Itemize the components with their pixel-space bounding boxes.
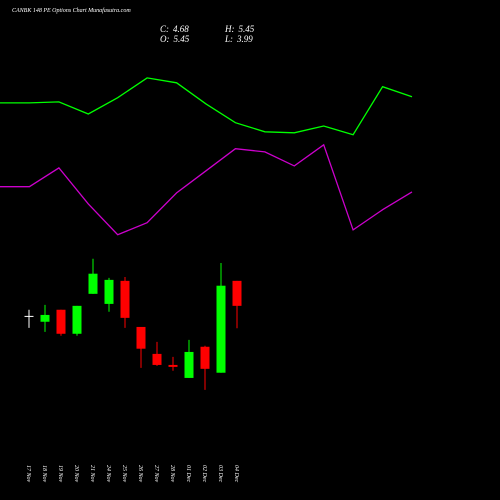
x-tick-label: 01 Dec (185, 465, 191, 482)
readout: L: 3.99 (224, 34, 253, 44)
indicator-line (0, 77, 413, 136)
x-tick-label: 04 Dec (233, 465, 240, 482)
candle-body (216, 285, 226, 373)
candle-body (24, 315, 34, 317)
x-tick-label: 18 Nov (41, 465, 47, 483)
x-tick-label: 02 Dec (201, 465, 207, 482)
candle-body (200, 346, 210, 369)
readout-label: L: (224, 34, 233, 44)
x-tick-label: 26 Nov (137, 465, 143, 483)
candle-body (152, 353, 162, 365)
readout: O: 5.45 (160, 34, 190, 44)
readout-value: 5.45 (239, 24, 255, 34)
readout: C: 4.68 (160, 24, 189, 34)
readout-label: O: (160, 34, 170, 44)
candle-body (56, 309, 66, 334)
readout-label: C: (160, 24, 169, 34)
candle-body (232, 280, 242, 306)
x-tick-label: 19 Nov (57, 465, 63, 483)
candle-body (184, 351, 194, 378)
x-tick-label: 28 Nov (169, 465, 175, 483)
candle-body (168, 364, 178, 367)
readout-value: 4.68 (173, 24, 189, 34)
readout-value: 5.45 (174, 34, 190, 44)
readout-label: H: (224, 24, 235, 34)
x-tick-label: 21 Nov (89, 465, 95, 483)
candle-body (104, 279, 114, 304)
readout-value: 3.99 (236, 34, 253, 44)
indicator-line (0, 143, 413, 236)
candle-body (72, 305, 82, 334)
x-tick-label: 17 Nov (25, 465, 31, 483)
x-tick-label: 03 Dec (217, 465, 223, 482)
readout: H: 5.45 (224, 24, 255, 34)
x-tick-label: 20 Nov (73, 465, 79, 483)
candle-body (88, 273, 98, 294)
chart-title: CANBK 148 PE Options Chart Munafasutra.c… (12, 7, 131, 14)
candle-body (120, 280, 130, 318)
candle-body (40, 314, 50, 322)
candle-body (136, 326, 146, 349)
x-tick-label: 24 Nov (105, 465, 112, 483)
x-tick-label: 25 Nov (121, 465, 127, 483)
x-tick-label: 27 Nov (153, 465, 159, 483)
